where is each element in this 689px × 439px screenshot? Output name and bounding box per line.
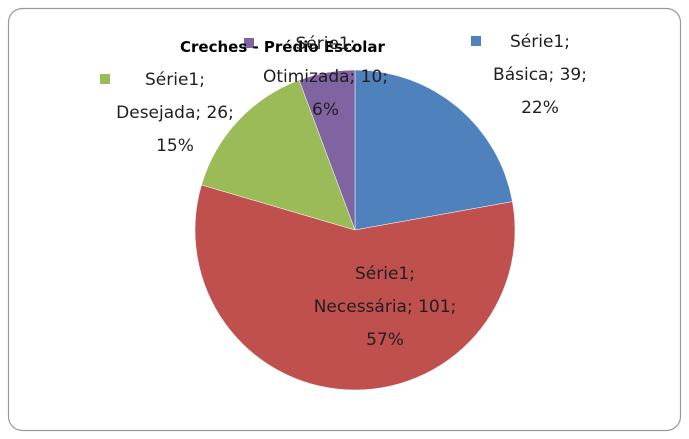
legend-key xyxy=(100,74,110,84)
data-label: Série1; Desejada; 26; 15% xyxy=(116,70,234,156)
pie-slice xyxy=(201,79,356,231)
legend-key xyxy=(471,36,481,46)
pie-slice xyxy=(194,184,516,391)
pie-slice xyxy=(298,69,356,231)
data-label: Série1; Necessária; 101; 57% xyxy=(313,264,457,350)
legend-key xyxy=(244,38,254,48)
data-label: Série1; Básica; 39; 22% xyxy=(493,32,587,118)
chart-title: Creches - Prédio Escolar xyxy=(180,38,385,56)
pie-slice xyxy=(354,69,513,231)
data-label: Série1; Otimizada; 10; 6% xyxy=(262,34,389,120)
